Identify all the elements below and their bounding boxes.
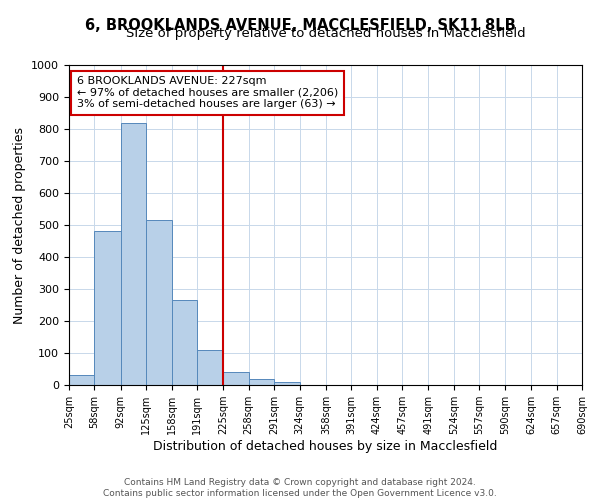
Bar (172, 300, 197, 385)
Text: Contains HM Land Registry data © Crown copyright and database right 2024.
Contai: Contains HM Land Registry data © Crown c… (103, 478, 497, 498)
Bar (146, 220, 172, 385)
Bar (94, 232, 121, 385)
Bar (197, 350, 223, 385)
Bar (223, 372, 249, 385)
Text: 6 BROOKLANDS AVENUE: 227sqm
← 97% of detached houses are smaller (2,206)
3% of s: 6 BROOKLANDS AVENUE: 227sqm ← 97% of det… (77, 76, 338, 110)
X-axis label: Distribution of detached houses by size in Macclesfield: Distribution of detached houses by size … (154, 440, 497, 453)
Bar (69, 376, 94, 385)
Y-axis label: Number of detached properties: Number of detached properties (13, 126, 26, 324)
Bar (274, 382, 299, 385)
Text: 6, BROOKLANDS AVENUE, MACCLESFIELD, SK11 8LB: 6, BROOKLANDS AVENUE, MACCLESFIELD, SK11… (85, 18, 515, 32)
Bar (249, 378, 274, 385)
Bar (121, 122, 146, 385)
Title: Size of property relative to detached houses in Macclesfield: Size of property relative to detached ho… (125, 27, 526, 40)
